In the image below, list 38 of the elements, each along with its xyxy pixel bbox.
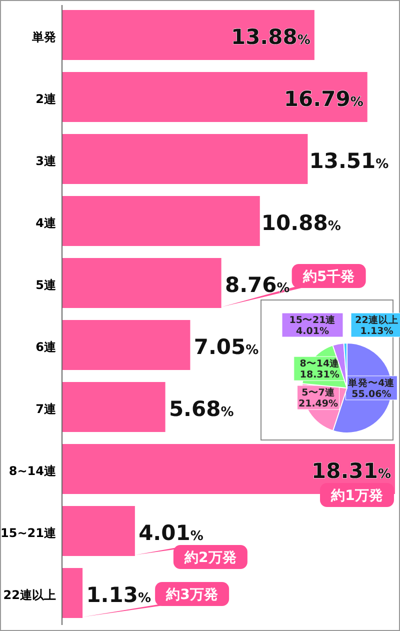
data-label: 13.51% [309,149,389,173]
annotation: 約2万発 [184,550,236,566]
bar [62,568,83,618]
slice-label: 単発〜4連 [347,376,395,389]
bar [62,320,190,370]
data-label: 7.05% [194,335,259,359]
y-tick-label: 15~21連 [0,526,57,540]
annotation: 約1万発 [330,488,383,504]
data-label: 4.01% [138,521,204,545]
data-label: 1.13% [360,326,394,337]
annotation: 約5千発 [302,268,355,285]
slice-label: 22連以上 [355,314,398,326]
y-tick-label: 6連 [36,340,57,354]
data-label: 1.13% [86,583,152,607]
y-tick-label: 22連以上 [3,588,56,602]
data-label: 55.06% [352,388,392,400]
data-label: 4.01% [296,326,330,337]
y-tick-label: 7連 [36,402,57,416]
data-label: 10.88% [261,211,341,235]
y-tick-label: 8~14連 [8,464,57,478]
bar [62,196,260,246]
bar [62,382,166,432]
bar [62,258,222,308]
bar [62,134,308,184]
y-tick-label: 単発 [31,30,56,44]
y-tick-label: 5連 [36,278,57,292]
bar [62,72,368,122]
bar [62,506,135,556]
data-label: 18.31% [312,459,391,483]
y-tick-label: 3連 [36,154,57,168]
data-label: 5.68% [168,397,234,421]
data-label: 13.88% [230,25,310,49]
annotation: 約3万発 [165,587,218,603]
y-tick-label: 2連 [36,92,57,106]
data-label: 16.79% [284,87,364,111]
bar [62,10,314,60]
y-tick-label: 4連 [36,216,57,230]
slice-label: 15〜21連 [289,314,336,326]
